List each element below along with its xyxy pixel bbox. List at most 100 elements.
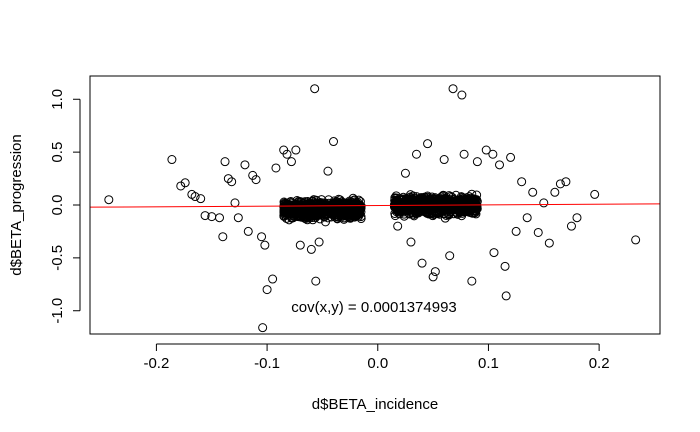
data-point bbox=[258, 323, 268, 333]
data-point bbox=[489, 248, 499, 258]
data-point bbox=[286, 157, 296, 167]
data-point bbox=[439, 155, 449, 165]
y-tick-label: -1.0 bbox=[49, 298, 66, 324]
data-point bbox=[291, 145, 301, 155]
data-point bbox=[422, 199, 432, 209]
data-point bbox=[334, 198, 344, 208]
data-point bbox=[428, 272, 438, 282]
data-point bbox=[500, 261, 510, 271]
data-point bbox=[196, 194, 206, 204]
data-point bbox=[390, 193, 400, 203]
data-point bbox=[408, 191, 418, 201]
data-point bbox=[339, 199, 349, 209]
data-point bbox=[445, 251, 455, 261]
data-point bbox=[423, 139, 433, 149]
data-point bbox=[414, 201, 424, 211]
data-point bbox=[467, 189, 477, 199]
data-point bbox=[311, 203, 321, 213]
y-axis: -1.0 -0.5 0.0 0.5 1.0 bbox=[49, 89, 81, 324]
data-point bbox=[304, 208, 314, 218]
data-point bbox=[501, 291, 511, 301]
data-point bbox=[257, 232, 267, 242]
data-point bbox=[522, 213, 532, 223]
data-point bbox=[465, 198, 475, 208]
data-point bbox=[306, 244, 316, 254]
data-point bbox=[230, 198, 240, 208]
data-point bbox=[295, 240, 305, 250]
data-point bbox=[456, 195, 466, 205]
data-point bbox=[412, 206, 422, 216]
data-point bbox=[271, 163, 281, 173]
y-tick-label: 0.0 bbox=[49, 195, 66, 216]
data-point bbox=[227, 177, 237, 187]
data-point bbox=[434, 199, 444, 209]
data-point bbox=[467, 276, 477, 286]
data-point bbox=[457, 90, 467, 100]
data-point bbox=[555, 179, 565, 189]
data-point bbox=[533, 227, 543, 237]
data-point bbox=[528, 187, 538, 197]
data-point bbox=[544, 238, 554, 248]
data-point bbox=[590, 189, 600, 199]
data-point bbox=[104, 195, 114, 205]
data-point bbox=[448, 84, 458, 94]
x-tick-label: -0.2 bbox=[143, 355, 169, 372]
data-point bbox=[180, 178, 190, 188]
data-point bbox=[260, 240, 270, 250]
data-point bbox=[167, 155, 177, 165]
data-point bbox=[390, 211, 400, 221]
x-tick-label: 0.0 bbox=[367, 355, 388, 372]
data-point bbox=[561, 177, 571, 187]
data-point bbox=[251, 175, 261, 185]
data-point bbox=[333, 208, 343, 218]
data-point bbox=[328, 203, 338, 213]
data-point bbox=[323, 166, 333, 176]
data-point bbox=[631, 235, 641, 245]
data-point bbox=[511, 226, 521, 236]
x-axis-title: d$BETA_incidence bbox=[312, 396, 438, 413]
data-point bbox=[314, 237, 324, 247]
x-axis: -0.2 -0.1 0.0 0.1 0.2 bbox=[143, 343, 610, 372]
y-tick-label: -0.5 bbox=[49, 245, 66, 271]
data-point bbox=[200, 211, 210, 221]
data-point bbox=[517, 177, 527, 187]
data-point bbox=[215, 213, 224, 223]
data-point bbox=[424, 209, 434, 219]
data-point bbox=[469, 208, 479, 218]
data-point bbox=[220, 157, 230, 167]
data-point bbox=[243, 226, 253, 236]
data-point bbox=[281, 210, 291, 220]
data-point bbox=[268, 274, 278, 284]
data-point bbox=[233, 213, 243, 223]
data-point bbox=[400, 201, 410, 211]
data-point bbox=[284, 215, 294, 225]
data-point bbox=[416, 198, 426, 208]
data-point bbox=[488, 149, 498, 159]
x-tick-label: 0.2 bbox=[589, 355, 610, 372]
data-point bbox=[566, 221, 576, 231]
regression-line bbox=[89, 203, 661, 208]
data-point bbox=[417, 258, 427, 268]
data-point bbox=[316, 202, 326, 212]
data-point bbox=[190, 192, 200, 202]
data-point bbox=[455, 201, 465, 211]
data-point bbox=[406, 237, 416, 247]
data-point bbox=[423, 192, 433, 202]
data-point bbox=[311, 276, 321, 286]
y-tick-label: 0.5 bbox=[49, 142, 66, 163]
data-point bbox=[282, 149, 292, 159]
data-point bbox=[313, 204, 323, 214]
data-point bbox=[344, 207, 354, 217]
data-point bbox=[481, 145, 491, 155]
data-point bbox=[506, 152, 516, 162]
data-point bbox=[459, 149, 469, 159]
x-tick-label: 0.1 bbox=[478, 355, 499, 372]
data-point bbox=[240, 160, 250, 170]
data-point bbox=[472, 190, 482, 200]
data-point bbox=[319, 208, 329, 218]
data-point bbox=[310, 84, 320, 94]
data-point bbox=[327, 202, 337, 212]
data-point bbox=[353, 198, 363, 208]
data-point bbox=[400, 168, 410, 178]
